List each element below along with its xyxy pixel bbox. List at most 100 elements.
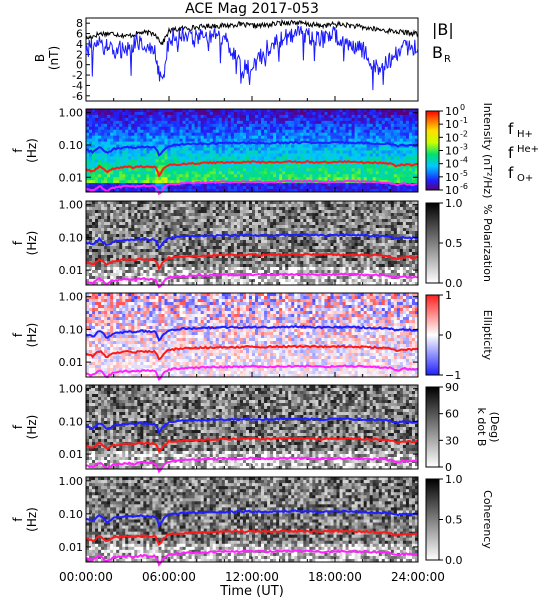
spectrogram-cell <box>391 109 394 112</box>
spectrogram-cell <box>225 219 228 222</box>
spectrogram-cell <box>137 261 140 264</box>
spectrogram-cell <box>177 228 180 231</box>
spectrogram-cell <box>279 279 282 282</box>
spectrogram-cell <box>113 255 116 258</box>
spectrogram-cell <box>89 213 92 216</box>
spectrogram-cell <box>352 136 355 139</box>
spectrogram-cell <box>306 127 309 130</box>
spectrogram-cell <box>137 267 140 270</box>
spectrogram-cell <box>207 222 210 225</box>
spectrogram-cell <box>125 261 128 264</box>
spectrogram-cell <box>318 186 321 189</box>
spectrogram-cell <box>246 165 249 168</box>
spectrogram-cell <box>346 168 349 171</box>
spectrogram-cell <box>382 171 385 174</box>
spectrogram-cell <box>231 213 234 216</box>
spectrogram-cell <box>333 133 336 136</box>
spectrogram-cell <box>243 136 246 139</box>
spectrogram-cell <box>125 112 128 115</box>
spectrogram-cell <box>92 174 95 177</box>
colorbar-intensity <box>426 111 439 190</box>
spectrogram-cell <box>291 148 294 151</box>
spectrogram-cell <box>186 109 189 112</box>
spectrogram-cell <box>228 171 231 174</box>
spectrogram-cell <box>228 109 231 112</box>
spectrogram-cell <box>246 261 249 264</box>
spectrogram-cell <box>409 177 412 180</box>
spectrogram-cell <box>207 136 210 139</box>
spectrogram-cell <box>104 273 107 276</box>
spectrogram-cell <box>249 246 252 249</box>
spectrogram-cell <box>312 112 315 115</box>
spectrogram-cell <box>143 267 146 270</box>
spectrogram-cell <box>261 270 264 273</box>
spectrogram-cell <box>195 130 198 133</box>
spectrogram-cell <box>255 276 258 279</box>
spectrogram-cell <box>330 186 333 189</box>
spectrogram-cell <box>161 156 164 159</box>
spectrogram-cell <box>164 243 167 246</box>
spectrogram-cell <box>143 159 146 162</box>
spectrogram-cell <box>195 118 198 121</box>
spectrogram-cell <box>113 249 116 252</box>
spectrogram-cell <box>204 133 207 136</box>
spectrogram-cell <box>222 237 225 240</box>
spectrogram-cell <box>180 159 183 162</box>
spectrogram-cell <box>237 118 240 121</box>
spectrogram-cell <box>258 243 261 246</box>
spectrogram-cell <box>128 121 131 124</box>
spectrogram-cell <box>370 183 373 186</box>
spectrogram-cell <box>92 204 95 207</box>
spectrogram-cell <box>243 177 246 180</box>
spectrogram-cell <box>264 151 267 154</box>
spectrogram-cell <box>143 151 146 154</box>
spectrogram-cell <box>216 109 219 112</box>
spectrogram-cell <box>252 156 255 159</box>
spectrogram-cell <box>113 162 116 165</box>
spectrogram-cell <box>177 174 180 177</box>
spectrogram-cell <box>180 139 183 142</box>
spectrogram-cell <box>155 127 158 130</box>
spectrogram-cell <box>119 156 122 159</box>
spectrogram-cell <box>358 156 361 159</box>
spectrogram-cell <box>279 222 282 225</box>
spectrogram-cell <box>113 153 116 156</box>
spectrogram-cell <box>243 118 246 121</box>
spectrogram-cell <box>167 249 170 252</box>
spectrogram-cell <box>303 171 306 174</box>
spectrogram-cell <box>95 216 98 219</box>
spectrogram-cell <box>171 261 174 264</box>
spectrogram-cell <box>276 186 279 189</box>
spectrogram-cell <box>252 237 255 240</box>
spectrogram-cell <box>252 118 255 121</box>
spectrogram-cell <box>252 243 255 246</box>
spectrogram-cell <box>122 112 125 115</box>
spectrogram-cell <box>89 156 92 159</box>
spectrogram-cell <box>237 127 240 130</box>
spectrogram-cell <box>86 234 89 237</box>
spectrogram-cell <box>261 148 264 151</box>
spectrogram-cell <box>128 171 131 174</box>
spectrogram-cell <box>397 112 400 115</box>
spectrogram-cell <box>213 243 216 246</box>
spectrogram-cell <box>252 136 255 139</box>
spectrogram-cell <box>276 145 279 148</box>
spectrogram-cell <box>264 237 267 240</box>
spectrogram-cell <box>276 270 279 273</box>
spectrogram-cell <box>285 118 288 121</box>
spectrogram-cell <box>213 261 216 264</box>
spectrogram-cell <box>164 124 167 127</box>
spectrogram-cell <box>243 258 246 261</box>
spectrogram-cell <box>394 115 397 118</box>
spectrogram-cell <box>207 151 210 154</box>
spectrogram-cell <box>161 255 164 258</box>
spectrogram-cell <box>231 112 234 115</box>
spectrogram-cell <box>192 222 195 225</box>
spectrogram-cell <box>225 174 228 177</box>
spectrogram-cell <box>110 231 113 234</box>
spectrogram-cell <box>171 279 174 282</box>
spectrogram-cell <box>300 124 303 127</box>
spectrogram-cell <box>385 165 388 168</box>
spectrogram-cell <box>246 270 249 273</box>
spectrogram-cell <box>385 109 388 112</box>
